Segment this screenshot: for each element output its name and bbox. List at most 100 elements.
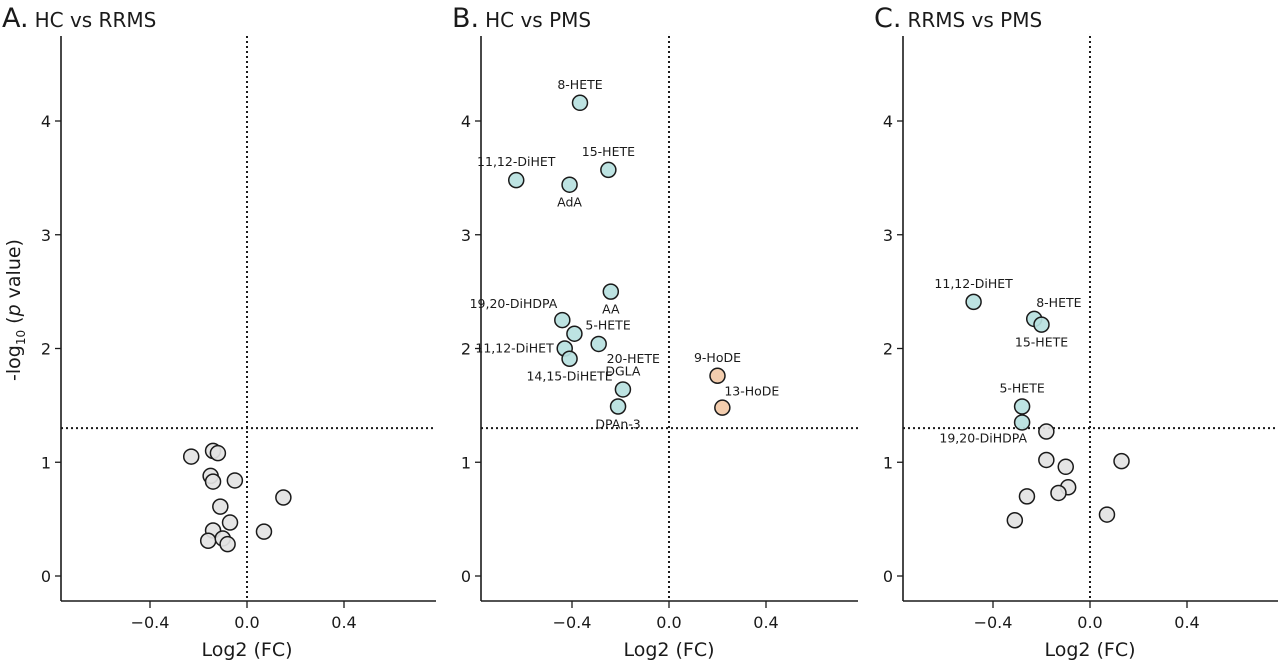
y-tick-label: 3 (883, 226, 893, 245)
y-tick-label: 4 (41, 112, 51, 131)
data-point-label: 8-HETE (1036, 295, 1081, 310)
data-point (1013, 414, 1031, 431)
panel-b: B. HC vs PMS 0 1 2 3 4 −0.4 0.0 0.4 Log2 (FC) 8-HET… (452, 3, 858, 661)
data-point (1018, 488, 1036, 505)
y-tick-label: 3 (41, 226, 51, 245)
data-point (600, 161, 617, 179)
panel-title-text: HC vs RRMS (35, 8, 157, 32)
y-axis-title-close: value) (3, 239, 25, 304)
x-tick-label: 0.4 (331, 613, 356, 632)
data-point (1033, 316, 1050, 333)
data-point (1006, 512, 1024, 529)
data-point (182, 448, 200, 465)
y-tick-label: 3 (461, 226, 471, 245)
y-axis-title-prefix: -log (3, 345, 25, 381)
data-point (561, 176, 578, 193)
data-point (1013, 398, 1031, 415)
data-point-label: 14,15-DiHETE (526, 369, 612, 384)
data-point-label: 20-HETE (607, 351, 660, 366)
data-point (614, 381, 632, 398)
y-tick-label: 1 (41, 453, 51, 472)
panel-title-text: RRMS vs PMS (907, 8, 1042, 32)
data-point-label: 11,12-DiHET (477, 154, 556, 169)
x-tick-label: 0.4 (1174, 613, 1199, 632)
data-point (204, 473, 222, 490)
y-tick-label: 0 (461, 567, 471, 586)
x-tick-label: 0.0 (1077, 613, 1102, 632)
data-point-label: 19,20-DiHDPA (470, 296, 558, 311)
data-point (965, 293, 982, 311)
panel-letter: A. (2, 3, 29, 34)
data-point-label: 11,12-DiHET (475, 341, 554, 356)
y-tick-label: 1 (461, 453, 471, 472)
data-point-label: DPAn-3 (595, 417, 640, 432)
data-point (219, 535, 236, 553)
data-point (561, 350, 578, 367)
x-axis-title: Log2 (FC) (623, 639, 714, 661)
data-point (709, 367, 726, 385)
x-tick-label: −0.4 (553, 613, 592, 632)
data-point-label: DGLA (605, 363, 641, 378)
x-tick-label: 0.0 (656, 613, 681, 632)
data-point-label: 9-HoDE (694, 350, 741, 365)
y-tick-label: 4 (461, 112, 471, 131)
data-point-label: 15-HETE (582, 144, 635, 159)
y-axis-title-p: p (3, 304, 25, 317)
data-point (221, 514, 239, 531)
y-tick-label: 4 (883, 112, 893, 131)
y-tick-label: 2 (461, 340, 471, 359)
data-point (554, 311, 571, 329)
x-tick-label: −0.4 (131, 613, 170, 632)
y-tick-label: 2 (883, 340, 893, 359)
panel-letter: B. (452, 3, 479, 34)
data-point (1038, 423, 1055, 440)
x-axis-title: Log2 (FC) (1044, 639, 1135, 661)
data-point-label: 8-HETE (557, 77, 602, 92)
data-point-label: 15-HETE (1015, 335, 1068, 350)
data-point (255, 523, 273, 540)
data-point-label: 19,20-DiHDPA (939, 430, 1027, 445)
y-tick-label: 0 (41, 567, 51, 586)
data-point-label: 5-HETE (585, 318, 630, 333)
data-point (590, 335, 607, 353)
data-point (1098, 506, 1116, 523)
data-point (609, 398, 627, 415)
data-point (226, 472, 244, 489)
x-tick-label: −0.4 (974, 613, 1013, 632)
y-axis-title-open: ( (3, 316, 25, 329)
y-tick-label: 0 (883, 567, 893, 586)
y-axis-title: -log10 (p value) (3, 239, 28, 381)
panel-c: C. RRMS vs PMS 0 1 2 3 4 −0.4 0.0 0.4 Log2 (FC) 11,… (874, 3, 1278, 661)
data-point (199, 532, 217, 549)
data-point (1050, 484, 1067, 502)
data-point (1057, 458, 1074, 476)
data-point-label: 5-HETE (999, 381, 1044, 396)
data-point (571, 94, 589, 112)
panel-title: A. HC vs RRMS (2, 3, 156, 34)
x-tick-label: 0.4 (753, 613, 778, 632)
data-point (209, 444, 227, 462)
data-point-label: 11,12-DiHET (934, 276, 1013, 291)
data-point (714, 399, 731, 416)
data-point (602, 283, 620, 300)
data-point (1113, 452, 1130, 470)
panel-a: A. HC vs RRMS 0 1 2 3 4 −0.4 0.0 0.4 Log2 (FC) (2, 3, 436, 661)
x-tick-label: 0.0 (234, 613, 259, 632)
panel-title: B. HC vs PMS (452, 3, 591, 34)
x-axis-title: Log2 (FC) (201, 639, 292, 661)
y-tick-label: 2 (41, 340, 51, 359)
data-point (1038, 451, 1055, 469)
y-axis-title-subscript: 10 (14, 330, 28, 345)
data-point-label: AA (602, 302, 620, 317)
data-point (212, 498, 229, 515)
data-point (275, 489, 292, 506)
panel-title-text: HC vs PMS (485, 8, 591, 32)
y-tick-label: 1 (883, 453, 893, 472)
data-point-label: AdA (557, 195, 582, 210)
data-point (566, 325, 583, 342)
panel-title: C. RRMS vs PMS (874, 3, 1042, 34)
data-point (507, 171, 525, 189)
data-point-label: 13-HoDE (724, 384, 779, 399)
panel-letter: C. (874, 3, 901, 34)
